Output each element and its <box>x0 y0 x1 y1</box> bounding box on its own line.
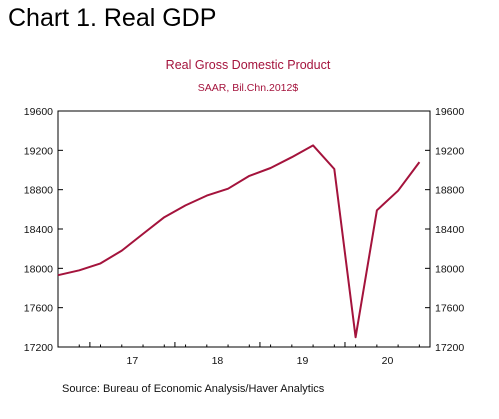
series-line <box>57 144 421 339</box>
chart-title: Real Gross Domestic Product <box>166 58 331 72</box>
x-year-label: 20 <box>382 355 394 367</box>
y-tick-label-left: 18800 <box>24 185 53 197</box>
y-tick-label-right: 18800 <box>435 185 464 197</box>
page-heading: Chart 1. Real GDP <box>8 4 217 32</box>
y-tick-label-left: 19200 <box>24 145 53 157</box>
x-year-label: 17 <box>127 355 139 367</box>
chart-subtitle: SAAR, Bil.Chn.2012$ <box>198 82 299 94</box>
y-tick-label-right: 18400 <box>435 224 464 236</box>
x-year-label: 19 <box>297 355 309 367</box>
y-tick-label-left: 19600 <box>24 106 53 118</box>
chart-source: Source: Bureau of Economic Analysis/Have… <box>62 383 325 395</box>
y-tick-label-right: 17200 <box>435 342 464 354</box>
y-tick-label-right: 18000 <box>435 263 464 275</box>
y-tick-label-left: 17200 <box>24 342 53 354</box>
y-tick-label-left: 17600 <box>24 303 53 315</box>
y-tick-label-right: 17600 <box>435 303 464 315</box>
y-tick-label-left: 18000 <box>24 263 53 275</box>
x-year-label: 18 <box>212 355 224 367</box>
y-tick-label-right: 19200 <box>435 145 464 157</box>
y-tick-label-right: 19600 <box>435 106 464 118</box>
y-tick-label-left: 18400 <box>24 224 53 236</box>
